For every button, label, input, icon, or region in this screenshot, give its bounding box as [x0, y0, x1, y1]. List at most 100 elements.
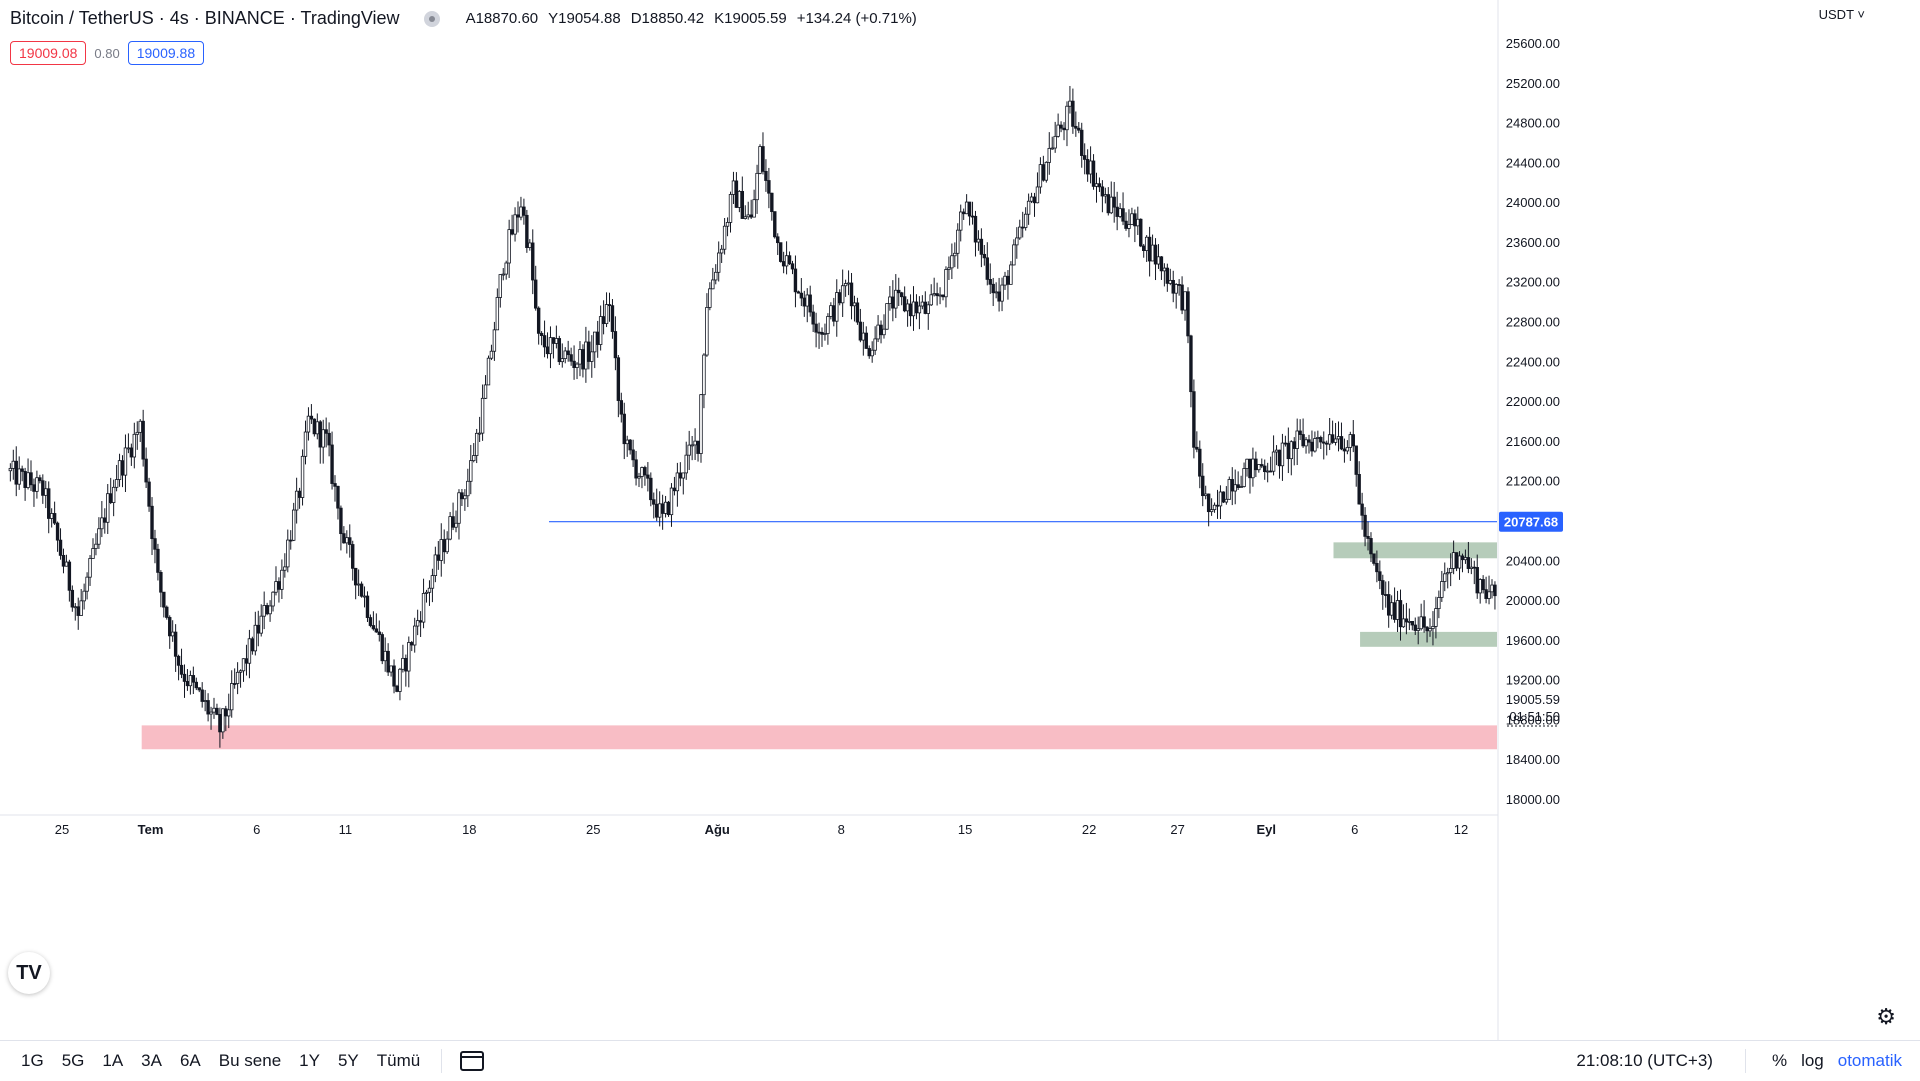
currency-selector[interactable]: USDT ˅ [1819, 7, 1865, 22]
candle [170, 620, 175, 642]
time-axis-label: 18 [462, 822, 476, 837]
candle [979, 228, 984, 268]
candle [32, 478, 36, 507]
candle [277, 577, 281, 603]
candle [312, 418, 317, 437]
candle-body [259, 615, 263, 634]
market-status-icon[interactable] [423, 10, 440, 27]
candle [778, 242, 783, 263]
lower-green-zone[interactable] [1360, 631, 1497, 647]
buy-button[interactable]: 19009.88 [127, 41, 205, 65]
candle [528, 239, 532, 251]
candle-body [507, 229, 511, 264]
candle-body [1348, 434, 1353, 448]
candle [905, 299, 910, 327]
time-axis-label: 25 [55, 822, 69, 837]
time-axis-label: 11 [339, 822, 353, 837]
candle [1454, 552, 1459, 572]
range-button[interactable]: Bu sene [218, 1051, 282, 1070]
sell-button[interactable]: 19009.08 [10, 41, 87, 65]
symbol-title[interactable]: Bitcoin / TetherUS · 4s · BINANCE · Trad… [10, 8, 400, 28]
price-axis-label: 20400.00 [1506, 553, 1560, 568]
candle-body [445, 538, 449, 553]
candle [950, 243, 954, 280]
candle-body [973, 215, 978, 243]
upper-green-zone[interactable] [1333, 542, 1497, 559]
calendar-icon[interactable] [460, 1051, 485, 1071]
range-button[interactable]: 5Y [337, 1051, 359, 1070]
candle-body [997, 291, 1001, 302]
range-button[interactable]: 3A [141, 1051, 162, 1070]
candle [1242, 462, 1246, 488]
range-button[interactable]: 6A [179, 1051, 201, 1070]
candle-body [749, 214, 753, 218]
range-button[interactable]: Tümü [376, 1051, 421, 1070]
candle-body [339, 507, 343, 535]
candle-body [619, 400, 624, 415]
candle [858, 308, 863, 343]
candle-body [1183, 291, 1187, 311]
candle [536, 306, 541, 345]
candle [1177, 279, 1181, 296]
candle [129, 443, 134, 466]
tradingview-logo-icon[interactable]: TV [8, 952, 50, 994]
candle [1192, 379, 1196, 459]
candle [41, 474, 45, 504]
clock-label[interactable]: 21:08:10 (UTC+3) [1576, 1051, 1713, 1070]
candle-body [687, 444, 691, 456]
gear-icon[interactable]: ⚙ [1876, 1004, 1896, 1029]
candle-body [100, 517, 104, 530]
range-button[interactable]: 1A [102, 1051, 124, 1070]
candle [413, 617, 417, 653]
range-button[interactable]: 5G [61, 1051, 85, 1070]
candle-body [1195, 446, 1199, 450]
auto-scale-toggle[interactable]: otomatik [1837, 1051, 1902, 1070]
candle [1133, 209, 1137, 243]
candle [168, 615, 172, 649]
candle-body [256, 624, 260, 634]
candle-body [1354, 445, 1358, 475]
candle-body [1080, 129, 1084, 156]
candle-body [1206, 493, 1211, 513]
candle [415, 609, 420, 636]
candle-body [1186, 291, 1190, 337]
candle [477, 416, 482, 442]
candle [507, 219, 511, 278]
percent-scale-toggle[interactable]: % [1771, 1051, 1788, 1070]
candle [929, 284, 933, 306]
candle-body [303, 431, 308, 457]
candle-body [613, 331, 618, 359]
candle [221, 708, 225, 739]
candle [722, 217, 727, 255]
candle-body [929, 294, 933, 306]
candle-body [776, 236, 780, 244]
candle-body [510, 229, 514, 235]
candle [1230, 467, 1234, 506]
candle [79, 589, 83, 616]
candle-body [1236, 484, 1240, 488]
range-button[interactable]: 1Y [299, 1051, 320, 1070]
candle-body [1109, 196, 1113, 214]
candle-body [504, 262, 508, 275]
candle [843, 279, 848, 297]
range-button[interactable]: 1G [21, 1051, 44, 1070]
candle-body [1484, 589, 1488, 599]
candle-body [740, 190, 745, 219]
candle-body [477, 432, 482, 435]
candle [1469, 558, 1474, 575]
candle [519, 196, 523, 221]
candle [1156, 244, 1161, 269]
candle [894, 274, 898, 319]
red-support-zone[interactable] [141, 725, 1497, 750]
candle [1097, 177, 1102, 193]
candle [1263, 459, 1267, 480]
candle [1239, 475, 1243, 488]
candle [855, 297, 860, 325]
candle-body [1319, 437, 1323, 443]
candle [1265, 462, 1270, 483]
candle [988, 263, 992, 294]
log-scale-toggle[interactable]: log [1801, 1051, 1824, 1070]
candle [91, 538, 95, 559]
candle [684, 441, 688, 480]
